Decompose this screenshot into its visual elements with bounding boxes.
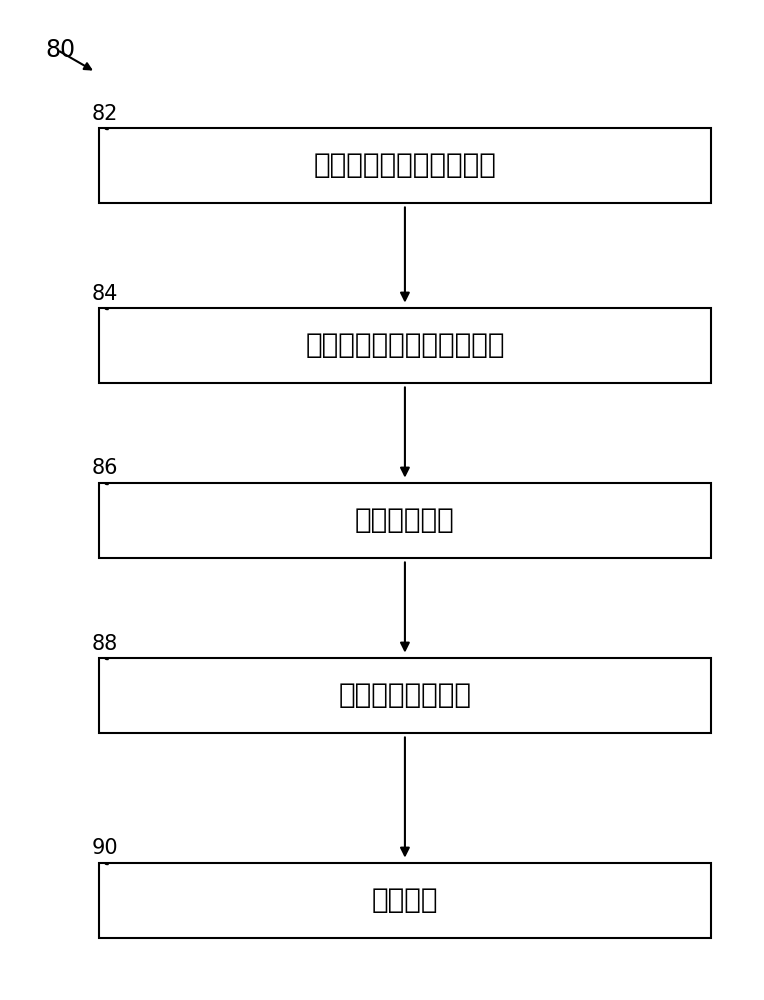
Bar xyxy=(99,862,711,938)
Bar xyxy=(99,658,711,732)
Text: 86: 86 xyxy=(92,458,118,479)
Bar xyxy=(99,308,711,382)
Text: 88: 88 xyxy=(92,634,118,654)
Bar xyxy=(99,483,711,558)
Text: 形成腔体: 形成腔体 xyxy=(371,886,439,914)
Text: 80: 80 xyxy=(46,38,76,62)
Text: 形成支撑结构: 形成支撑结构 xyxy=(355,506,455,534)
Text: 形成可移动反射层: 形成可移动反射层 xyxy=(338,681,471,709)
Bar xyxy=(99,127,711,202)
Text: 在光学堆叠上方形成牺犊层: 在光学堆叠上方形成牺犊层 xyxy=(305,331,505,359)
Text: 90: 90 xyxy=(92,838,118,858)
Text: 在衬底上方形成光学堆叠: 在衬底上方形成光学堆叠 xyxy=(313,151,497,179)
Text: 84: 84 xyxy=(92,284,118,304)
Text: 82: 82 xyxy=(92,104,118,123)
